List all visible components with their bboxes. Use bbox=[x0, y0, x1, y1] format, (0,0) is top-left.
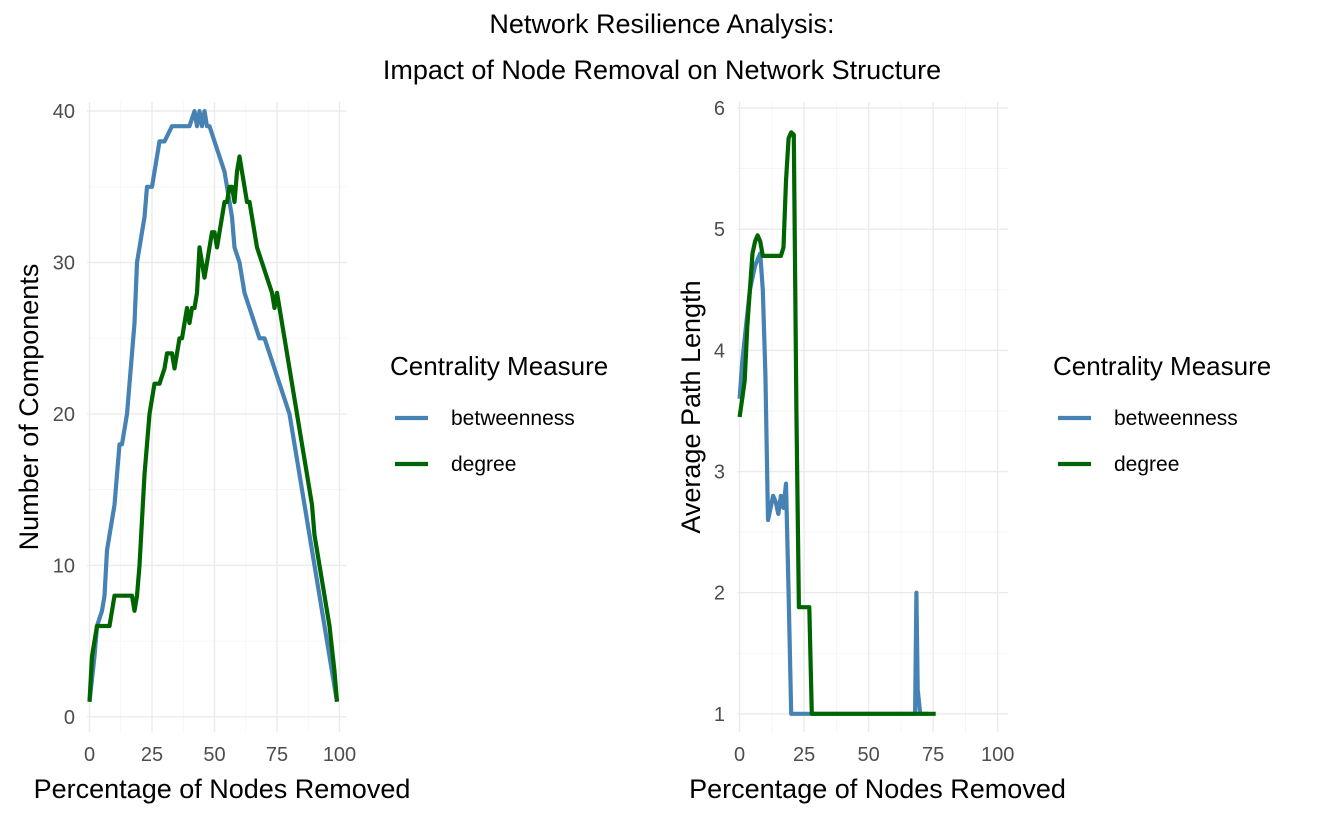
x-tick-label: 100 bbox=[981, 744, 1014, 766]
x-tick-label: 75 bbox=[922, 744, 944, 766]
y-tick-label: 5 bbox=[714, 219, 725, 241]
y-axis-title: Number of Components bbox=[14, 264, 44, 551]
series-line-betweenness bbox=[737, 251, 928, 716]
path-length-panel: 0 25 50 75 100 1 2 3 4 5 6 Percentage of Nodes Remo… bbox=[676, 98, 1271, 804]
figure-title-line-1: Network Resilience Analysis: bbox=[489, 9, 834, 39]
y-axis-title: Average Path Length bbox=[676, 280, 706, 533]
y-tick-label: 0 bbox=[64, 707, 75, 729]
legend-title: Centrality Measure bbox=[1053, 351, 1271, 381]
x-axis-title: Percentage of Nodes Removed bbox=[34, 774, 411, 804]
series-line-degree bbox=[737, 130, 936, 716]
legend-label-degree: degree bbox=[451, 453, 516, 476]
y-tick-label: 2 bbox=[714, 583, 725, 605]
legend: Centrality Measure betweenness degree bbox=[1053, 351, 1271, 476]
y-tick-label: 20 bbox=[53, 404, 75, 426]
y-tick-label: 6 bbox=[714, 98, 725, 120]
components-panel: 0 25 50 75 100 0 10 20 30 40 Percentage of Nodes R… bbox=[14, 101, 608, 804]
series-line-degree bbox=[87, 154, 340, 702]
y-tick-label: 4 bbox=[714, 340, 725, 362]
x-tick-label: 25 bbox=[793, 744, 815, 766]
y-tick-label: 3 bbox=[714, 462, 725, 484]
y-tick-label: 30 bbox=[53, 253, 75, 275]
y-tick-label: 10 bbox=[53, 555, 75, 577]
figure-title-line-2: Impact of Node Removal on Network Struct… bbox=[383, 55, 941, 85]
x-tick-label: 0 bbox=[734, 744, 745, 766]
y-tick-label: 40 bbox=[53, 101, 75, 123]
x-tick-label: 50 bbox=[203, 744, 225, 766]
legend-label-betweenness: betweenness bbox=[451, 407, 575, 430]
legend: Centrality Measure betweenness degree bbox=[390, 351, 608, 476]
x-tick-label: 25 bbox=[141, 744, 163, 766]
legend-label-degree: degree bbox=[1114, 453, 1179, 476]
x-tick-label: 75 bbox=[266, 744, 288, 766]
x-tick-label: 50 bbox=[858, 744, 880, 766]
x-axis-title: Percentage of Nodes Removed bbox=[689, 774, 1066, 804]
y-tick-label: 1 bbox=[714, 704, 725, 726]
legend-title: Centrality Measure bbox=[390, 351, 608, 381]
x-tick-label: 100 bbox=[323, 744, 356, 766]
legend-label-betweenness: betweenness bbox=[1114, 407, 1238, 430]
x-tick-label: 0 bbox=[84, 744, 95, 766]
series-line-betweenness bbox=[87, 108, 340, 703]
